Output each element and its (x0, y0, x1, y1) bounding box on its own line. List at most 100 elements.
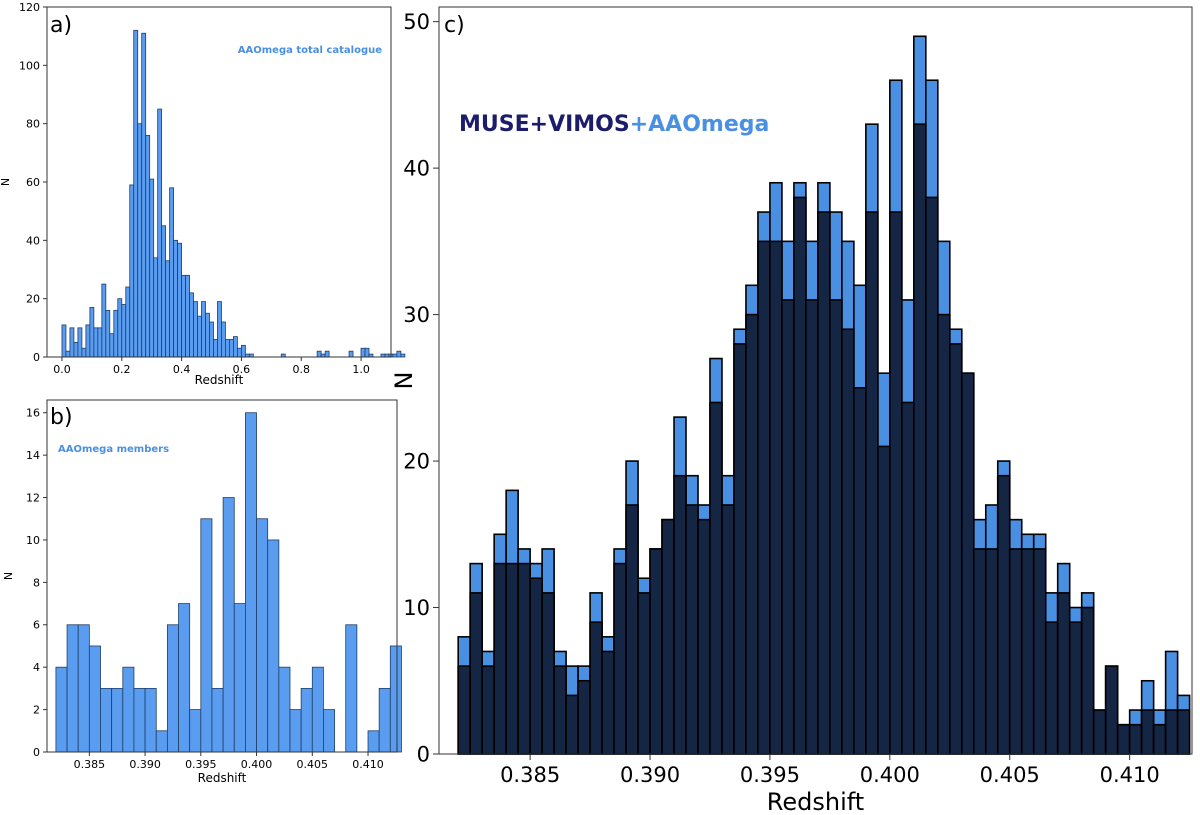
y-tick-label: 8 (33, 576, 40, 589)
histogram-bar (200, 518, 213, 753)
histogram-bar (105, 309, 111, 358)
y-tick-label: 80 (26, 118, 40, 131)
plot-frame (438, 6, 1193, 755)
histogram-bar (289, 709, 302, 753)
bar-muse-vimos (972, 548, 987, 755)
x-tick-label: 0.8 (293, 363, 311, 376)
bar-muse-vimos (877, 445, 891, 755)
bar-muse-vimos (1020, 548, 1035, 755)
bar-muse-vimos (853, 387, 867, 755)
histogram-bar (181, 274, 186, 358)
bar-muse-vimos (493, 562, 507, 755)
bar-muse-vimos (1092, 709, 1107, 755)
bar-muse-vimos (1032, 548, 1047, 755)
plot-frame (46, 399, 398, 753)
histogram-bar (129, 184, 135, 358)
histogram-bar (324, 350, 330, 358)
bar-muse-vimos (745, 313, 759, 755)
bar-muse-vimos (889, 211, 903, 755)
y-tick-label: 2 (33, 704, 40, 717)
histogram-bar (122, 666, 135, 753)
histogram-bar (217, 301, 222, 358)
y-tick-label: 10 (26, 534, 40, 547)
bar-muse-vimos (960, 372, 975, 755)
panel-c: 0.385 0.390 0.395 0.400 0.405 0.410 0 10 20 30 40 5… (390, 6, 1193, 815)
bar-muse-vimos (613, 562, 627, 755)
histogram-bar (396, 350, 402, 358)
y-tick-label: 0 (33, 351, 40, 364)
bar-muse-vimos (709, 401, 723, 755)
y-tick-label: 20 (403, 450, 430, 474)
histogram-bar (211, 687, 224, 753)
y-tick-label: 40 (403, 157, 430, 181)
histogram-bar (221, 321, 226, 358)
histogram-bar (256, 518, 269, 753)
histogram-bar (233, 336, 238, 358)
histogram-bar (144, 687, 157, 753)
bar-muse-vimos (793, 196, 807, 755)
y-axis-label: N (2, 572, 15, 580)
y-tick-label: 6 (33, 619, 40, 632)
histogram-bar (55, 666, 68, 753)
histogram-bar (300, 687, 313, 753)
bar-muse-vimos (721, 504, 735, 755)
x-axis-label: Redshift (767, 788, 864, 815)
histogram-bar (323, 709, 335, 753)
bar-muse-vimos (757, 240, 771, 755)
panel-label: a) (50, 13, 72, 38)
histogram-bar (117, 298, 123, 358)
histogram-bar (205, 312, 210, 358)
bar-muse-vimos (1164, 709, 1179, 755)
bar-muse-vimos (913, 123, 927, 755)
y-tick-label: 12 (26, 492, 40, 505)
y-tick-label: 10 (403, 596, 430, 620)
histogram-bar (109, 333, 115, 358)
x-axis-label: Redshift (198, 771, 247, 785)
bar-muse-vimos (649, 548, 663, 755)
x-tick-label: 0.4 (173, 363, 191, 376)
y-tick-label: 120 (19, 1, 40, 14)
histogram-bar (193, 301, 198, 358)
bar-muse-vimos (1152, 723, 1167, 755)
histogram-bar (364, 347, 370, 358)
x-tick-label: 0.0 (53, 363, 71, 376)
histogram-bar (278, 666, 291, 753)
y-tick-label: 0 (417, 743, 430, 767)
annotation-text: AAOmega members (58, 444, 169, 455)
histogram-bar (161, 225, 167, 358)
bar-muse-vimos (673, 474, 687, 755)
histogram-bar (113, 309, 119, 358)
y-tick-label: 20 (26, 293, 40, 306)
x-tick-label: 0.390 (129, 758, 161, 771)
histogram-bar (149, 178, 155, 358)
y-tick-label: 40 (26, 234, 40, 247)
histogram-bar (213, 339, 218, 358)
histogram-bar (97, 327, 103, 358)
bar-muse-vimos (901, 401, 915, 755)
bar-muse-vimos (1008, 548, 1023, 755)
x-tick-label: 1.0 (352, 363, 370, 376)
bar-muse-vimos (601, 650, 615, 755)
bar-muse-vimos (1128, 723, 1143, 755)
histogram-bar (101, 283, 107, 358)
bar-muse-vimos (1044, 621, 1059, 755)
bar-muse-vimos (553, 665, 567, 755)
histogram-bar (345, 624, 358, 753)
histogram-bar (177, 242, 182, 358)
panel-label: c) (444, 13, 465, 38)
bar-muse-vimos (984, 548, 999, 755)
histogram-bar (378, 687, 391, 753)
histogram-bar (229, 339, 234, 358)
bar-muse-vimos (1176, 709, 1191, 755)
x-tick-label: 0.385 (74, 758, 106, 771)
bar-muse-vimos (529, 577, 543, 755)
y-tick-label: 14 (26, 449, 40, 462)
histogram-bar (89, 307, 95, 358)
bar-muse-vimos (541, 592, 555, 755)
histogram-bar (66, 624, 79, 753)
bar-muse-vimos (577, 679, 591, 755)
annotation-text: AAOmega total catalogue (238, 45, 382, 56)
bar-muse-vimos (817, 211, 831, 755)
histogram-bar (245, 412, 257, 753)
histogram-bar (209, 321, 214, 358)
